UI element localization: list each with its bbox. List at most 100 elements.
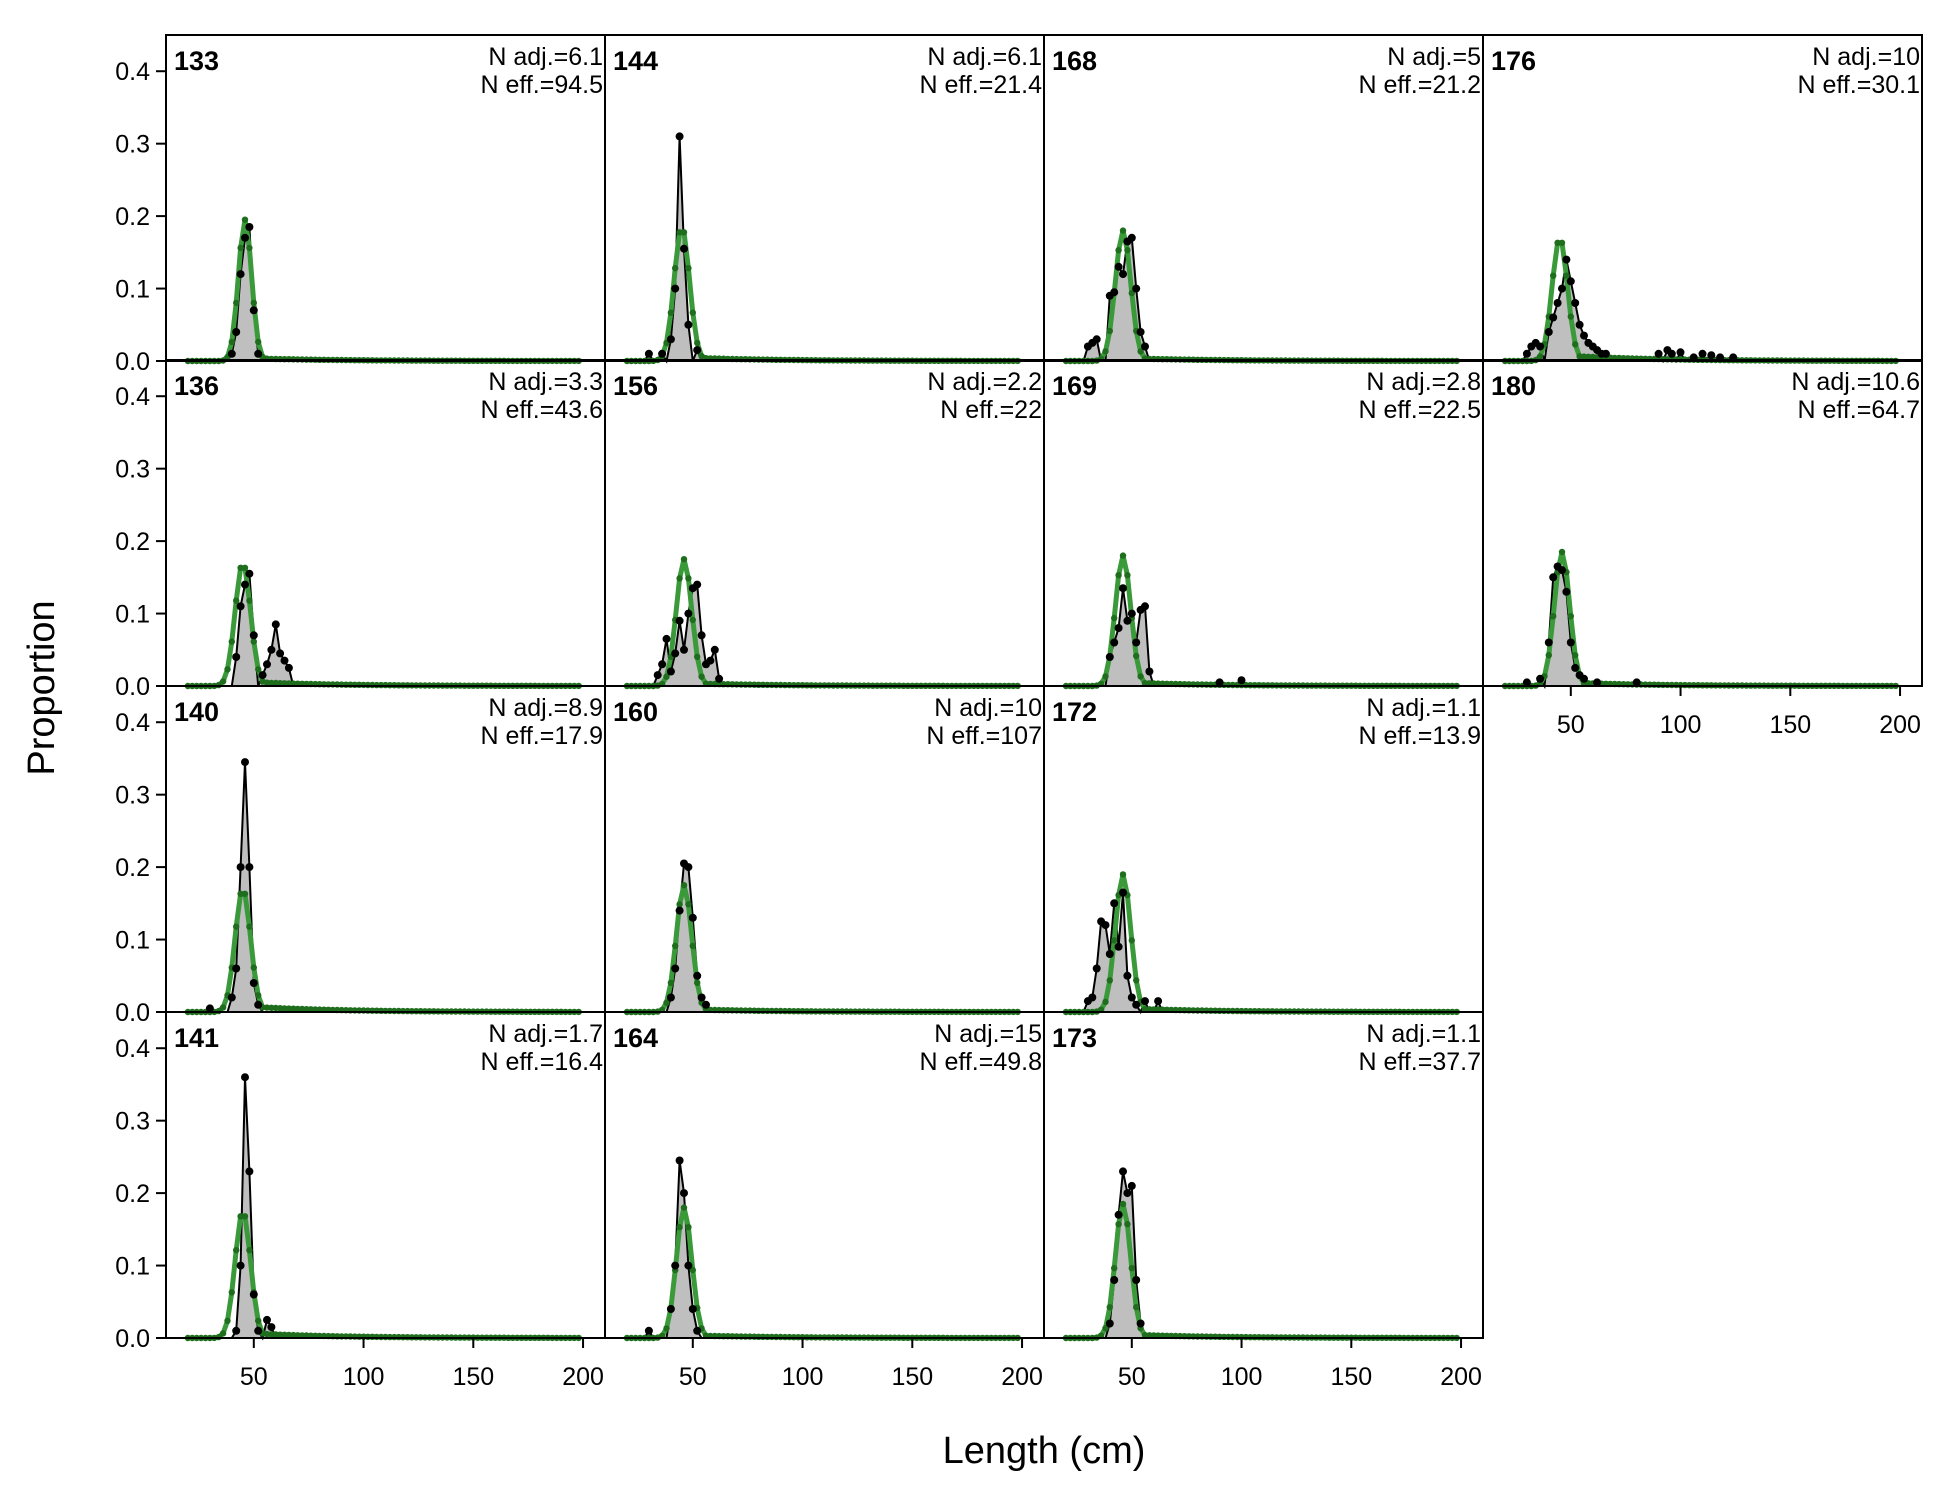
- n-eff-label: N eff.=22: [940, 396, 1042, 424]
- expected-point: [1128, 937, 1136, 944]
- observed-area: [1066, 1171, 1457, 1338]
- observed-point: [263, 660, 271, 669]
- n-adj-label: N adj.=10: [1812, 43, 1920, 71]
- expected-point: [1133, 652, 1140, 660]
- panel-id-label: 136: [174, 371, 219, 401]
- observed-point: [1575, 320, 1584, 329]
- observed-point: [1566, 277, 1575, 286]
- observed-point: [644, 1326, 653, 1335]
- expected-point: [685, 901, 692, 908]
- observed-point: [236, 863, 245, 872]
- observed-point: [227, 993, 236, 1002]
- expected-point: [663, 999, 670, 1006]
- n-eff-label: N eff.=64.7: [1797, 396, 1920, 424]
- expected-point: [1137, 348, 1144, 355]
- observed-point: [693, 580, 702, 589]
- expected-point: [1119, 1200, 1127, 1208]
- y-tick-label: 0.0: [115, 673, 150, 701]
- observed-point: [1127, 1181, 1136, 1190]
- observed-point: [680, 1189, 688, 1198]
- expected-point: [689, 616, 696, 624]
- observed-point: [258, 671, 267, 680]
- observed-point: [232, 328, 241, 336]
- observed-point: [1676, 348, 1685, 357]
- observed-point: [666, 667, 675, 676]
- observed-point: [1101, 921, 1110, 930]
- observed-point: [1127, 609, 1136, 618]
- expected-point: [1545, 652, 1553, 659]
- expected-point: [250, 299, 257, 307]
- panel-180: 180 N adj.=10.6N eff.=64.7: [1482, 359, 1923, 690]
- observed-area: [1066, 588, 1457, 686]
- observed-point: [684, 1261, 693, 1270]
- observed-point: [1132, 638, 1141, 647]
- observed-point: [227, 349, 236, 358]
- y-tick-label: 0.2: [115, 528, 150, 556]
- observed-point: [1105, 653, 1114, 661]
- panel-141: 141 N adj.=1.7N eff.=16.4: [165, 1011, 606, 1342]
- expected-point: [233, 597, 240, 604]
- expected-point: [1106, 327, 1114, 335]
- expected-point: [1550, 272, 1557, 279]
- y-tick-label: 0.1: [115, 276, 150, 304]
- expected-point: [228, 638, 235, 645]
- y-tick-label: 0.3: [115, 782, 150, 810]
- panel-id-label: 160: [613, 697, 658, 727]
- panel-frame: [1482, 359, 1923, 687]
- observed-point: [241, 1073, 249, 1082]
- x-axis-4: 50 100 150 200: [1557, 686, 1921, 739]
- expected-point: [676, 1224, 683, 1231]
- y-tick-label: 0.2: [115, 203, 150, 231]
- observed-point: [1092, 964, 1101, 973]
- expected-point: [1119, 552, 1127, 559]
- observed-point: [1119, 1167, 1127, 1176]
- expected-point: [1102, 998, 1109, 1006]
- x-tick-label: 200: [562, 1363, 604, 1391]
- observed-point: [1536, 342, 1545, 351]
- observed-point: [1136, 328, 1145, 336]
- observed-point: [693, 1326, 702, 1335]
- observed-point: [249, 306, 258, 315]
- expected-point: [1119, 871, 1127, 878]
- expected-point: [685, 575, 692, 582]
- observed-point: [267, 1323, 276, 1332]
- expected-point: [698, 673, 705, 680]
- expected-point: [689, 1266, 696, 1274]
- expected-point: [1572, 341, 1579, 348]
- expected-point: [1567, 313, 1575, 320]
- y-tick-label: 0.0: [115, 348, 150, 376]
- panel-156: 156 N adj.=2.2N eff.=22: [604, 359, 1045, 690]
- n-adj-label: N adj.=2.8: [1366, 368, 1481, 396]
- observed-point: [688, 913, 697, 922]
- expected-point: [1111, 1265, 1118, 1272]
- y-axis-row-2: 0.0 0.1 0.2 0.3 0.4: [115, 383, 166, 701]
- n-adj-label: N adj.=3.3: [488, 368, 603, 396]
- observed-point: [715, 674, 724, 683]
- expected-point: [1115, 247, 1122, 254]
- n-eff-label: N eff.=21.4: [919, 71, 1042, 99]
- observed-point: [1562, 255, 1571, 264]
- x-tick-label: 150: [452, 1363, 494, 1391]
- panel-id-label: 180: [1491, 371, 1536, 401]
- observed-point: [671, 649, 680, 658]
- expected-point: [1119, 227, 1127, 234]
- x-axis-3: 50 100 150 200: [1118, 1338, 1482, 1391]
- x-tick-label: 150: [1769, 711, 1811, 739]
- n-eff-label: N eff.=43.6: [480, 396, 603, 424]
- observed-point: [680, 645, 688, 654]
- observed-point: [1536, 674, 1545, 683]
- observed-point: [1123, 616, 1132, 625]
- expected-point: [1133, 1304, 1140, 1311]
- expected-point: [237, 890, 244, 897]
- expected-point: [250, 638, 257, 645]
- y-tick-label: 0.2: [115, 854, 150, 882]
- expected-point: [1115, 572, 1122, 579]
- observed-point: [1105, 950, 1114, 958]
- expected-point: [663, 1325, 670, 1332]
- x-tick-label: 50: [1118, 1363, 1146, 1391]
- expected-point: [255, 1317, 262, 1325]
- observed-point: [1654, 349, 1663, 358]
- panel-id-label: 141: [174, 1023, 219, 1053]
- observed-point: [666, 993, 675, 1002]
